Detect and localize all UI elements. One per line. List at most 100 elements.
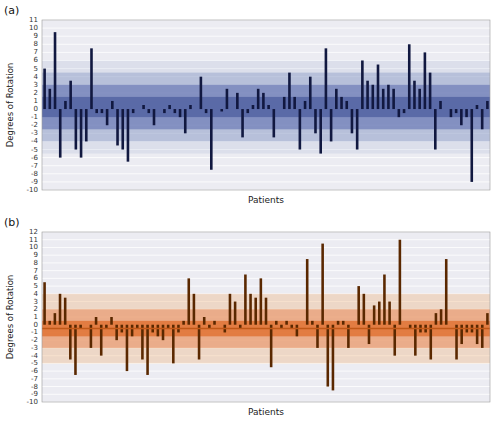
bar	[398, 109, 401, 117]
bar	[382, 89, 385, 109]
bar	[200, 77, 203, 109]
x-axis-label: Patients	[248, 407, 284, 417]
bar	[455, 325, 458, 360]
bar	[288, 73, 291, 109]
mean-line	[42, 328, 490, 330]
bar	[106, 109, 109, 125]
plot-area	[42, 20, 490, 190]
bar	[111, 101, 114, 109]
grid-line	[42, 173, 490, 174]
grid-line	[42, 255, 490, 256]
bar	[306, 259, 309, 325]
y-tick-label: -3	[31, 344, 38, 352]
y-tick-label: -5	[31, 146, 38, 154]
bar	[174, 109, 177, 113]
bar	[115, 325, 118, 340]
bar	[184, 109, 187, 133]
y-tick-label: 9	[34, 251, 38, 259]
bar	[226, 89, 229, 109]
bar	[440, 309, 443, 324]
bar	[393, 325, 396, 356]
grid-line	[42, 286, 490, 287]
bar	[335, 89, 338, 109]
bar	[392, 89, 395, 109]
y-tick-label: -9	[31, 178, 38, 186]
y-tick-label: 5	[34, 282, 38, 290]
y-tick-label: 4	[34, 290, 39, 298]
bar	[142, 105, 145, 109]
grid-line	[42, 262, 490, 263]
bar	[244, 275, 247, 325]
y-tick-label: -4	[31, 137, 39, 145]
y-tick-label: -9	[31, 390, 38, 398]
bar	[194, 109, 197, 110]
bar	[265, 298, 268, 325]
grid-line	[42, 36, 490, 37]
grid-line	[42, 181, 490, 182]
bar	[69, 81, 72, 109]
plot-frame	[42, 20, 490, 190]
bar	[371, 85, 374, 109]
y-tick-label: 7	[34, 267, 38, 275]
bar	[179, 109, 182, 117]
bar	[231, 109, 234, 110]
bar	[116, 109, 119, 145]
y-tick-label: -7	[31, 375, 38, 383]
bar	[158, 109, 161, 110]
bar	[132, 109, 135, 113]
panel-title: (b)	[4, 216, 20, 229]
bar	[205, 109, 208, 113]
bar	[254, 298, 257, 325]
bar	[241, 109, 244, 137]
bar	[321, 244, 324, 325]
grid-line	[42, 278, 490, 279]
bar	[252, 105, 255, 109]
bar	[444, 109, 447, 110]
bar	[95, 317, 98, 325]
y-tick-label: 4	[34, 73, 39, 81]
bar	[101, 109, 104, 113]
bar	[147, 109, 150, 113]
bar	[95, 109, 98, 113]
bar	[403, 109, 406, 113]
bar	[357, 286, 360, 325]
bar	[275, 321, 278, 325]
bar	[460, 109, 463, 125]
y-tick-label: -6	[31, 367, 39, 375]
band	[42, 60, 490, 153]
y-tick-label: -2	[31, 336, 38, 344]
bar	[69, 325, 72, 360]
bar	[486, 313, 489, 325]
bar	[351, 109, 354, 133]
bar	[172, 325, 175, 364]
bar	[48, 321, 51, 325]
grid-line	[42, 239, 490, 240]
y-tick-label: -10	[27, 186, 38, 194]
bar	[342, 321, 345, 325]
bar	[59, 294, 62, 325]
bar	[465, 109, 468, 117]
plot-background	[42, 20, 490, 190]
bar	[445, 259, 448, 325]
bar	[414, 325, 417, 356]
bar	[311, 321, 314, 325]
bar	[43, 282, 46, 325]
y-tick-label: 0	[34, 321, 38, 329]
bar	[246, 109, 249, 113]
bar	[337, 321, 340, 325]
bar	[146, 325, 149, 375]
bar	[262, 93, 265, 109]
bar	[153, 109, 156, 125]
y-tick-label: 1	[34, 97, 38, 105]
bar	[273, 109, 276, 137]
bar	[210, 109, 213, 170]
bar	[429, 73, 432, 109]
y-tick-label: -6	[31, 154, 39, 162]
bar	[293, 97, 296, 109]
bar	[361, 60, 364, 109]
bar	[85, 109, 88, 141]
bar	[450, 324, 453, 325]
bar	[424, 52, 427, 109]
y-tick-label: 0	[34, 105, 38, 113]
y-tick-label: 6	[34, 56, 39, 64]
